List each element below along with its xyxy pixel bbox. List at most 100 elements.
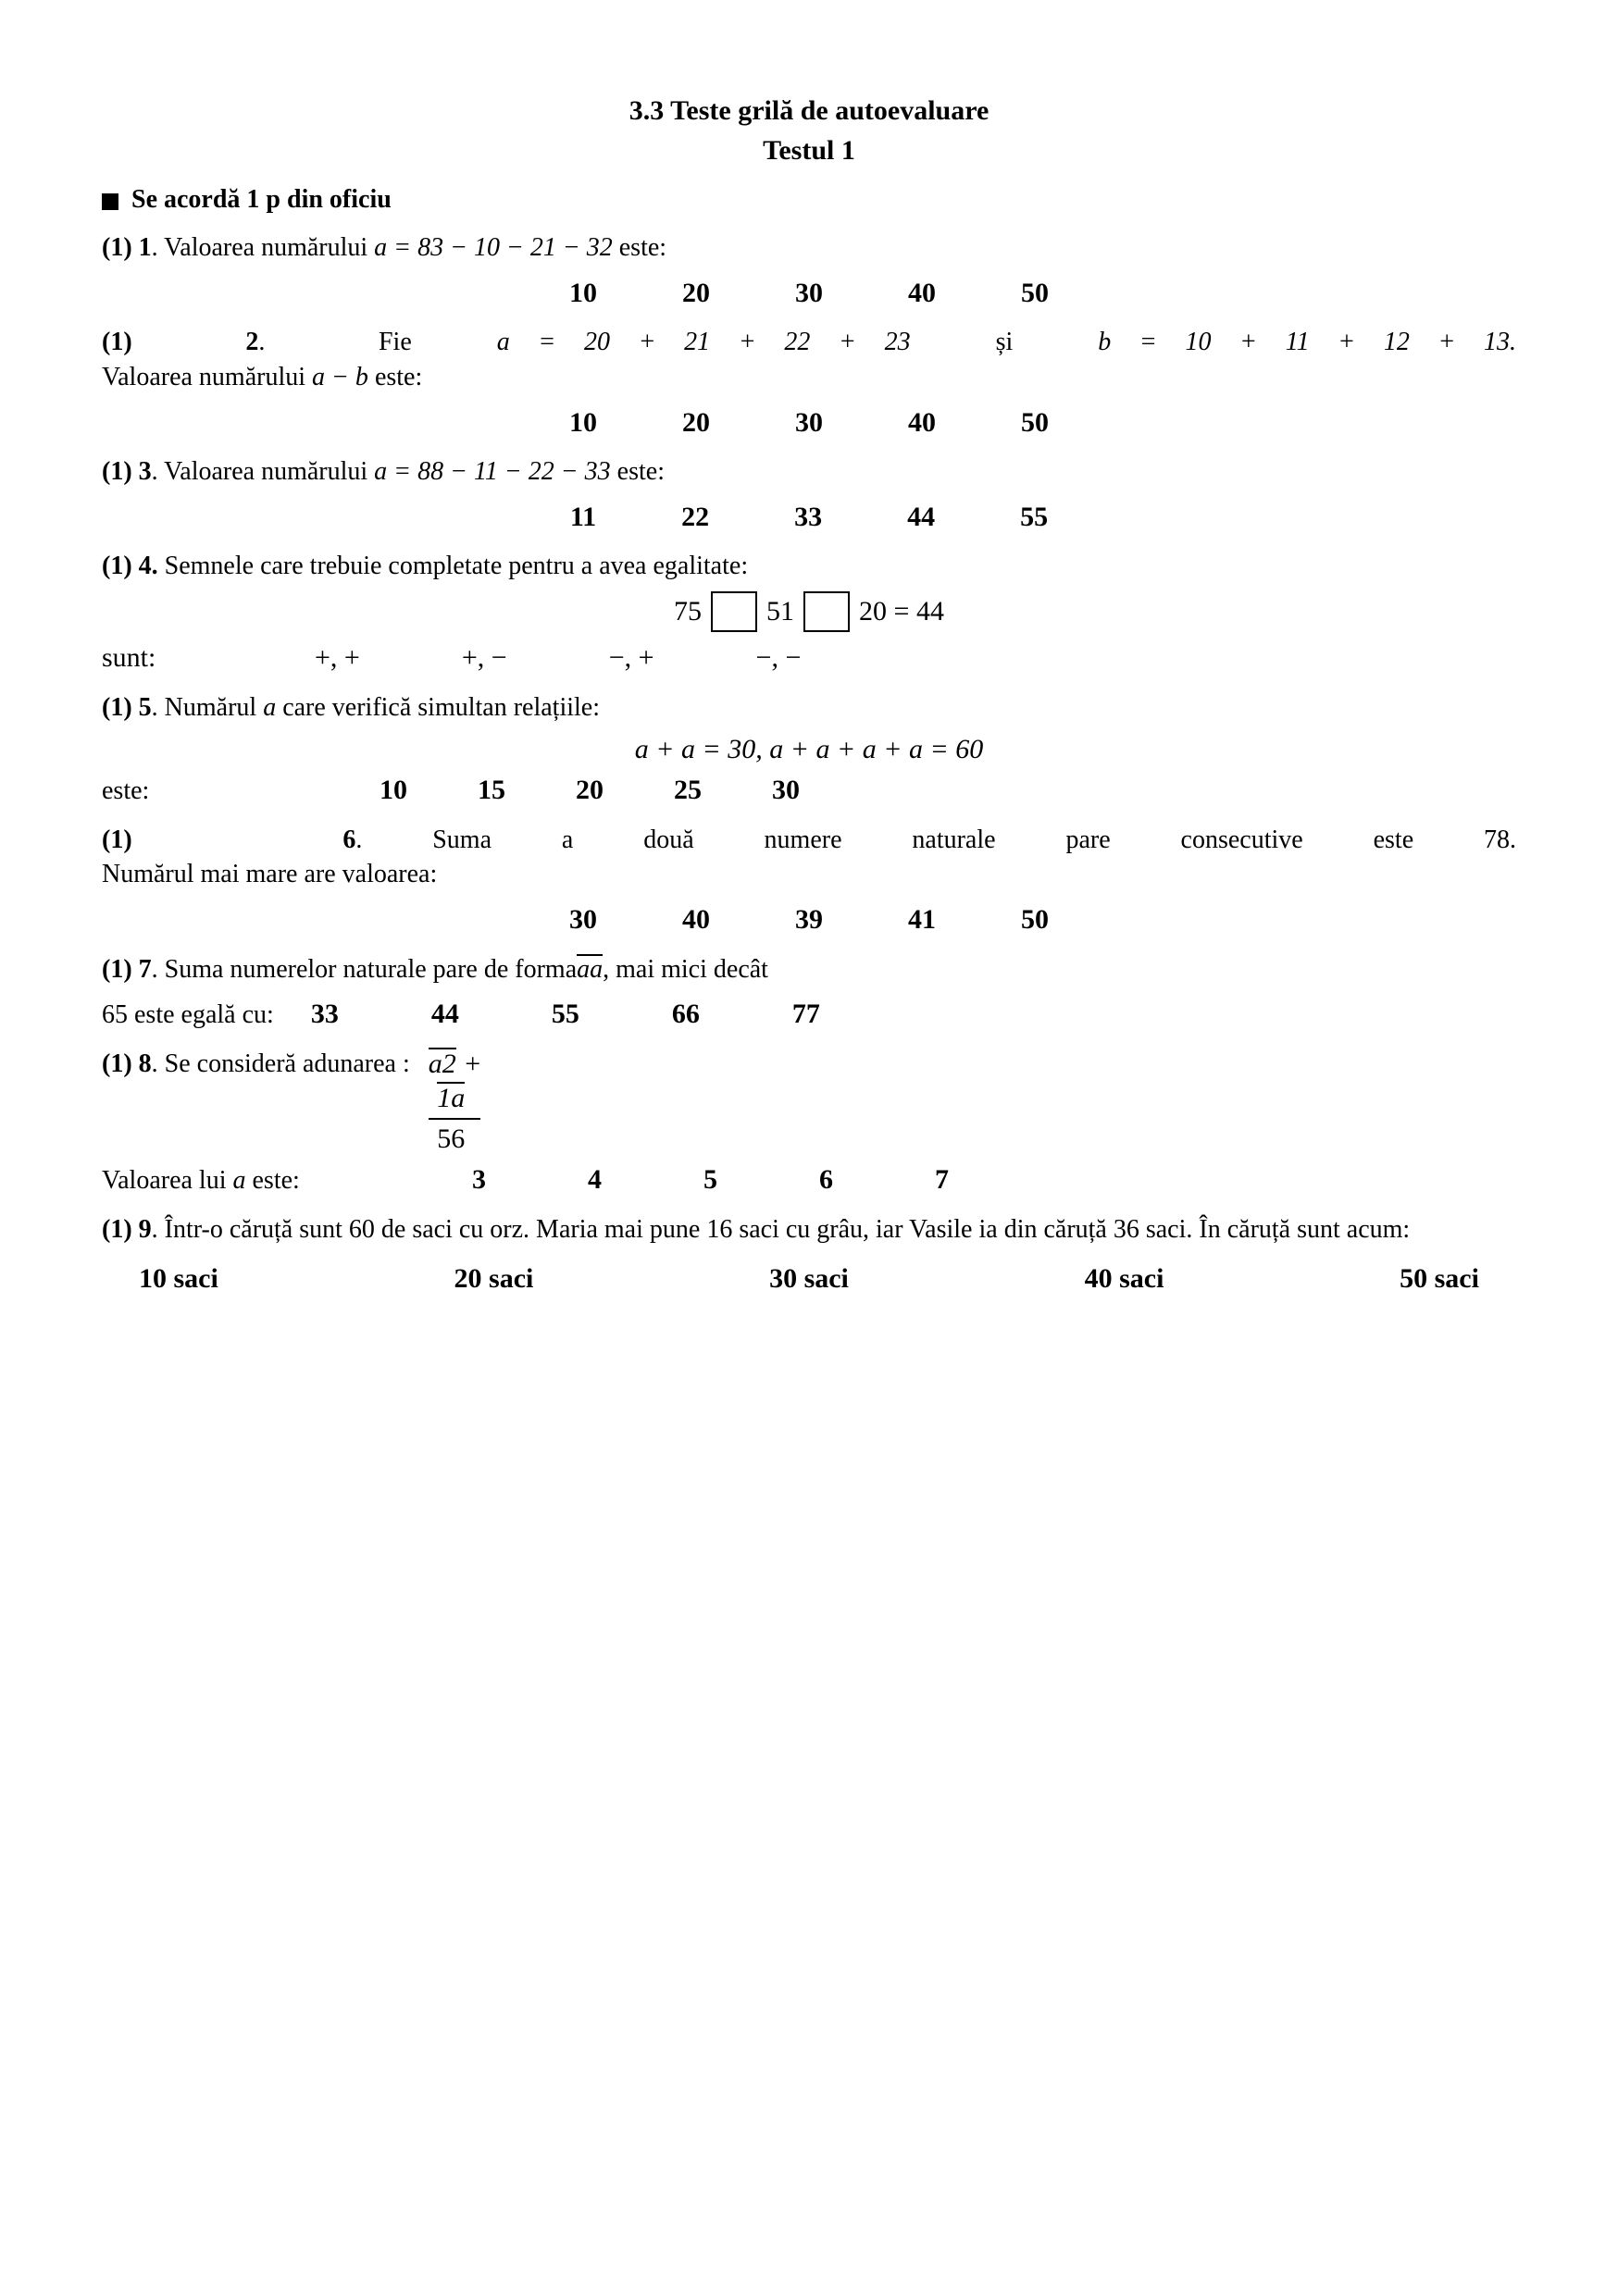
q5-opts-row: este: 10 15 20 25 30 <box>102 772 1516 810</box>
q7-bar: aa <box>577 954 603 983</box>
q1-ta: . Valoarea numărului <box>152 233 375 262</box>
q1-opt: 20 <box>682 275 710 313</box>
q3-opt: 44 <box>907 499 935 537</box>
q8-opt: 5 <box>703 1161 717 1199</box>
q8-mid: 1a <box>437 1082 465 1112</box>
q6-num: 6 <box>342 825 355 854</box>
q2-opt: 40 <box>908 404 936 442</box>
q4-n2: 51 <box>766 593 794 631</box>
q6-pts: (1) <box>102 825 132 854</box>
q2-opt: 20 <box>682 404 710 442</box>
q7-opt: 55 <box>552 996 579 1034</box>
q2-opt: 10 <box>569 404 597 442</box>
q8-opt: 7 <box>935 1161 949 1199</box>
question-5: (1) 5. Numărul a care verifică simultan … <box>102 690 1516 810</box>
q7-line1: (1) 7. Suma numerelor naturale pare de f… <box>102 952 1516 987</box>
question-4: (1) 4. Semnele care trebuie completate p… <box>102 549 1516 676</box>
q7-ta: . Suma numerelor naturale pare de forma <box>152 952 577 987</box>
q1-opt: 30 <box>795 275 823 313</box>
q1-expr: a = 83 − 10 − 21 − 32 <box>374 233 613 262</box>
q2-pts: (1) <box>102 328 132 356</box>
q8-opt: 3 <box>472 1161 486 1199</box>
q7-opt: 33 <box>311 996 339 1034</box>
q8-pts: (1) <box>102 1049 132 1078</box>
q2-l2b: este: <box>368 363 422 391</box>
q6-options: 30 40 39 41 50 <box>102 901 1516 939</box>
q5-opt: 15 <box>478 772 505 810</box>
q2-bexpr: b = 10 + 11 + 12 + 13. <box>1098 328 1516 356</box>
q8-top: a2 <box>429 1048 456 1078</box>
oficiu-row: Se acordă 1 p din oficiu <box>102 182 1516 217</box>
q8-addition: a2 + 1a+ 56+ <box>429 1047 480 1157</box>
question-9: (1) 9. Într-o căruță sunt 60 de saci cu … <box>102 1212 1516 1297</box>
q7-line2: 65 este egală cu: 33 44 55 66 77 <box>102 996 1516 1034</box>
q3-opt: 55 <box>1020 499 1048 537</box>
q8-plus: + <box>465 1049 480 1079</box>
q5-tb: care verifică simultan relațiile: <box>276 693 600 722</box>
q5-opt: 20 <box>576 772 604 810</box>
oficiu-text: Se acordă 1 p din oficiu <box>131 182 392 217</box>
q3-expr: a = 88 − 11 − 22 − 33 <box>374 457 611 486</box>
q8-sum: 56 <box>437 1123 465 1154</box>
q7-opt: 44 <box>431 996 459 1034</box>
q9-opt: 50 saci <box>1400 1260 1479 1298</box>
q6-opt: 30 <box>569 901 597 939</box>
q8-t: . Se consideră adunarea : <box>152 1049 410 1078</box>
q6-line1: (1) 6. Suma a două numere naturale pare … <box>102 823 1516 858</box>
q8-options: 3 4 5 6 7 <box>472 1161 949 1199</box>
section-heading: 3.3 Teste grilă de autoevaluare <box>102 93 1516 130</box>
q4-opt: −, + <box>609 639 654 677</box>
bullet-square <box>102 193 118 210</box>
question-2: (1) 2. Fie a = 20 + 21 + 22 + 23 și b = … <box>102 325 1516 441</box>
q8-al-a: Valoarea lui <box>102 1166 233 1195</box>
q3-pts: (1) <box>102 457 132 486</box>
q7-opt: 66 <box>672 996 700 1034</box>
q9-num: 9 <box>139 1215 152 1244</box>
q4-pts: (1) <box>102 552 132 580</box>
question-1: (1) 1. Valoarea numărului a = 83 − 10 − … <box>102 230 1516 312</box>
q5-opt: 10 <box>380 772 407 810</box>
q3-text: (1) 3. Valoarea numărului a = 88 − 11 − … <box>102 454 1516 490</box>
q4-num: 4. <box>139 552 158 580</box>
q9-opt: 40 saci <box>1085 1260 1164 1298</box>
q8-ans-label: Valoarea lui a este: <box>102 1163 435 1198</box>
blank-box <box>711 591 757 632</box>
q2-num: 2 <box>245 328 258 356</box>
q5-rel: a + a = 30, a + a + a + a = 60 <box>102 731 1516 769</box>
question-8: (1) 8. Se consideră adunarea : a2 + 1a+ … <box>102 1047 1516 1199</box>
q2-opt: 30 <box>795 404 823 442</box>
q6-opt: 41 <box>908 901 936 939</box>
q4-opt: +, + <box>315 639 360 677</box>
q7-l2: 65 este egală cu: <box>102 998 274 1033</box>
q5-var: a <box>263 693 276 722</box>
q5-opt: 25 <box>674 772 702 810</box>
q2-fie: Fie <box>379 328 412 356</box>
q1-opt: 40 <box>908 275 936 313</box>
q2-options: 10 20 30 40 50 <box>102 404 1516 442</box>
q2-line1: (1) 2. Fie a = 20 + 21 + 22 + 23 și b = … <box>102 325 1516 360</box>
q4-sunt: sunt: <box>102 639 315 677</box>
q8-num: 8 <box>139 1049 152 1078</box>
question-6: (1) 6. Suma a două numere naturale pare … <box>102 823 1516 939</box>
q1-pts: (1) <box>102 233 132 262</box>
q3-ta: . Valoarea numărului <box>152 457 375 486</box>
q5-text: (1) 5. Numărul a care verifică simultan … <box>102 690 1516 726</box>
q5-pts: (1) <box>102 693 132 722</box>
q6-opt: 39 <box>795 901 823 939</box>
blank-box <box>803 591 850 632</box>
q3-opt: 33 <box>794 499 822 537</box>
q4-opt: +, − <box>462 639 507 677</box>
q1-options: 10 20 30 40 50 <box>102 275 1516 313</box>
q1-opt: 50 <box>1021 275 1049 313</box>
question-7: (1) 7. Suma numerelor naturale pare de f… <box>102 952 1516 1034</box>
q5-ta: . Numărul <box>152 693 264 722</box>
q7-num: 7 <box>139 952 152 987</box>
q1-opt: 10 <box>569 275 597 313</box>
q4-t: Semnele care trebuie completate pentru a… <box>158 552 748 580</box>
q2-l2expr: a − b <box>312 363 368 391</box>
q8-text: (1) 8. Se consideră adunarea : <box>102 1047 410 1082</box>
q7-options: 33 44 55 66 77 <box>311 996 820 1034</box>
q5-num: 5 <box>139 693 152 722</box>
q2-line2: Valoarea numărului a − b este: <box>102 360 1516 395</box>
q1-text: (1) 1. Valoarea numărului a = 83 − 10 − … <box>102 230 1516 266</box>
